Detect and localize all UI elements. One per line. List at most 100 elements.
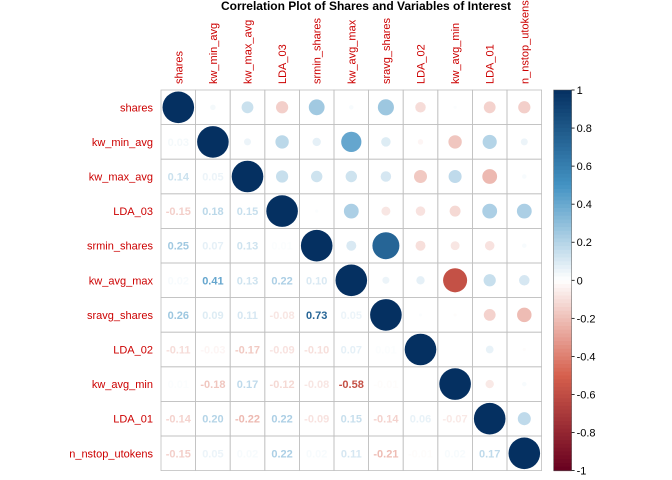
- colorbar-segment: [553, 158, 572, 163]
- correlation-circle: [382, 276, 390, 284]
- correlation-circle: [517, 307, 532, 323]
- colorbar-segment: [553, 280, 572, 285]
- colorbar-segment: [553, 364, 572, 369]
- correlation-circle: [275, 170, 289, 183]
- correlation-value: -0.17: [235, 345, 260, 357]
- correlation-grid: shares kw_min_avg kw_max_avg LDA_03 srmin_sh…: [69, 0, 542, 471]
- correlation-value: 0.14: [168, 172, 190, 184]
- colorbar-segment: [553, 265, 572, 270]
- colorbar-segment: [553, 223, 572, 228]
- correlation-value: 0.13: [237, 241, 258, 253]
- colorbar-segment: [553, 238, 572, 243]
- colorbar-segment: [553, 333, 572, 338]
- correlation-circle: [418, 313, 423, 317]
- column-label: LDA_03: [277, 44, 289, 84]
- colorbar-segment: [553, 97, 572, 102]
- correlation-value: 0.01: [375, 345, 396, 357]
- correlation-circle: [443, 268, 468, 293]
- row-label: LDA_01: [113, 414, 153, 426]
- colorbar-segment: [553, 227, 572, 232]
- colorbar-segment: [553, 318, 572, 323]
- colorbar-segment: [553, 173, 572, 179]
- colorbar-segment: [553, 417, 572, 422]
- correlation-circle: [516, 203, 532, 219]
- correlation-circle: [453, 313, 457, 317]
- colorbar-segment: [553, 150, 572, 156]
- correlation-value: 0.13: [237, 275, 258, 287]
- colorbar-segment: [553, 325, 572, 331]
- correlation-value: 0.06: [410, 414, 431, 426]
- grid-cell: [437, 331, 473, 368]
- row-label: srmin_shares: [87, 241, 154, 253]
- colorbar-segment: [553, 291, 572, 297]
- correlation-circle: [197, 126, 229, 158]
- correlation-value: 0.02: [444, 448, 465, 460]
- colorbar-tick-label: -0.8: [577, 428, 596, 440]
- correlation-circle: [415, 206, 426, 216]
- correlation-circle: [210, 104, 216, 111]
- row-label: kw_avg_max: [89, 275, 154, 287]
- colorbar-tick-label: 0.4: [577, 199, 592, 211]
- correlation-circle: [381, 137, 391, 147]
- chart-title: Correlation Plot of Shares and Variables…: [221, 0, 511, 13]
- row-label: n_nstop_utokens: [69, 448, 153, 460]
- correlation-value: 0.22: [271, 448, 292, 460]
- colorbar-tick-label: -1: [577, 466, 587, 478]
- correlation-circle: [308, 99, 325, 116]
- colorbar-segment: [553, 128, 572, 133]
- correlation-value: -0.03: [200, 345, 225, 357]
- colorbar-segment: [553, 443, 572, 449]
- colorbar-segment: [553, 131, 572, 137]
- correlation-value: 0.02: [237, 448, 258, 460]
- correlation-circle: [241, 101, 254, 114]
- correlation-value: 0.18: [202, 206, 223, 218]
- colorbar-segment: [553, 409, 572, 415]
- correlation-circle: [485, 379, 494, 389]
- colorbar-segment: [553, 268, 572, 274]
- colorbar-segment: [553, 242, 572, 247]
- correlation-value: 0.26: [168, 310, 189, 322]
- colorbar-segment: [553, 341, 572, 346]
- colorbar-segment: [553, 124, 572, 129]
- correlation-circle: [346, 240, 357, 251]
- colorbar-segment: [553, 162, 572, 167]
- correlation-value: 0.15: [341, 414, 362, 426]
- colorbar-tick-label: -0.6: [577, 389, 596, 401]
- correlation-circle: [417, 139, 424, 145]
- correlation-value: 0.01: [168, 379, 189, 391]
- correlation-value: 0.05: [341, 310, 362, 322]
- colorbar-segment: [553, 109, 572, 114]
- correlation-value: 0.03: [168, 137, 189, 149]
- colorbar-segment: [553, 447, 572, 453]
- correlation-value: -0.12: [270, 379, 295, 391]
- correlation-circle: [439, 368, 471, 400]
- correlation-circle: [345, 170, 357, 183]
- colorbar-tick-label: 0: [577, 275, 583, 287]
- colorbar-segment: [553, 181, 572, 186]
- column-label: srmin_shares: [312, 17, 324, 84]
- colorbar-segment: [553, 116, 572, 121]
- colorbar-segment: [553, 230, 572, 236]
- row-label: sravg_shares: [87, 310, 154, 322]
- colorbar-segment: [553, 455, 572, 460]
- correlation-value: -0.07: [443, 414, 468, 426]
- correlation-value: -0.18: [200, 379, 225, 391]
- colorbar-segment: [553, 398, 572, 403]
- correlation-circle: [483, 274, 496, 287]
- correlation-circle: [520, 138, 528, 146]
- correlation-circle: [522, 347, 526, 352]
- colorbar-segment: [553, 166, 572, 171]
- colorbar-segment: [553, 154, 572, 160]
- correlation-value: 0.22: [271, 414, 292, 426]
- correlation-value: -0.09: [270, 345, 295, 357]
- row-label: kw_avg_min: [92, 379, 153, 391]
- colorbar-segment: [553, 462, 572, 468]
- column-label: shares: [173, 50, 185, 84]
- correlation-circle: [231, 160, 264, 193]
- correlation-value: 0.11: [341, 448, 362, 460]
- colorbar-segment: [553, 329, 572, 335]
- colorbar-segment: [553, 188, 572, 194]
- colorbar: -1 -0.8 -0.6 -0.4 -0.2 0 0.2 0.4 0.6 0.8 1: [553, 85, 596, 478]
- correlation-value: 0.02: [306, 448, 327, 460]
- correlation-value: -0.22: [235, 414, 260, 426]
